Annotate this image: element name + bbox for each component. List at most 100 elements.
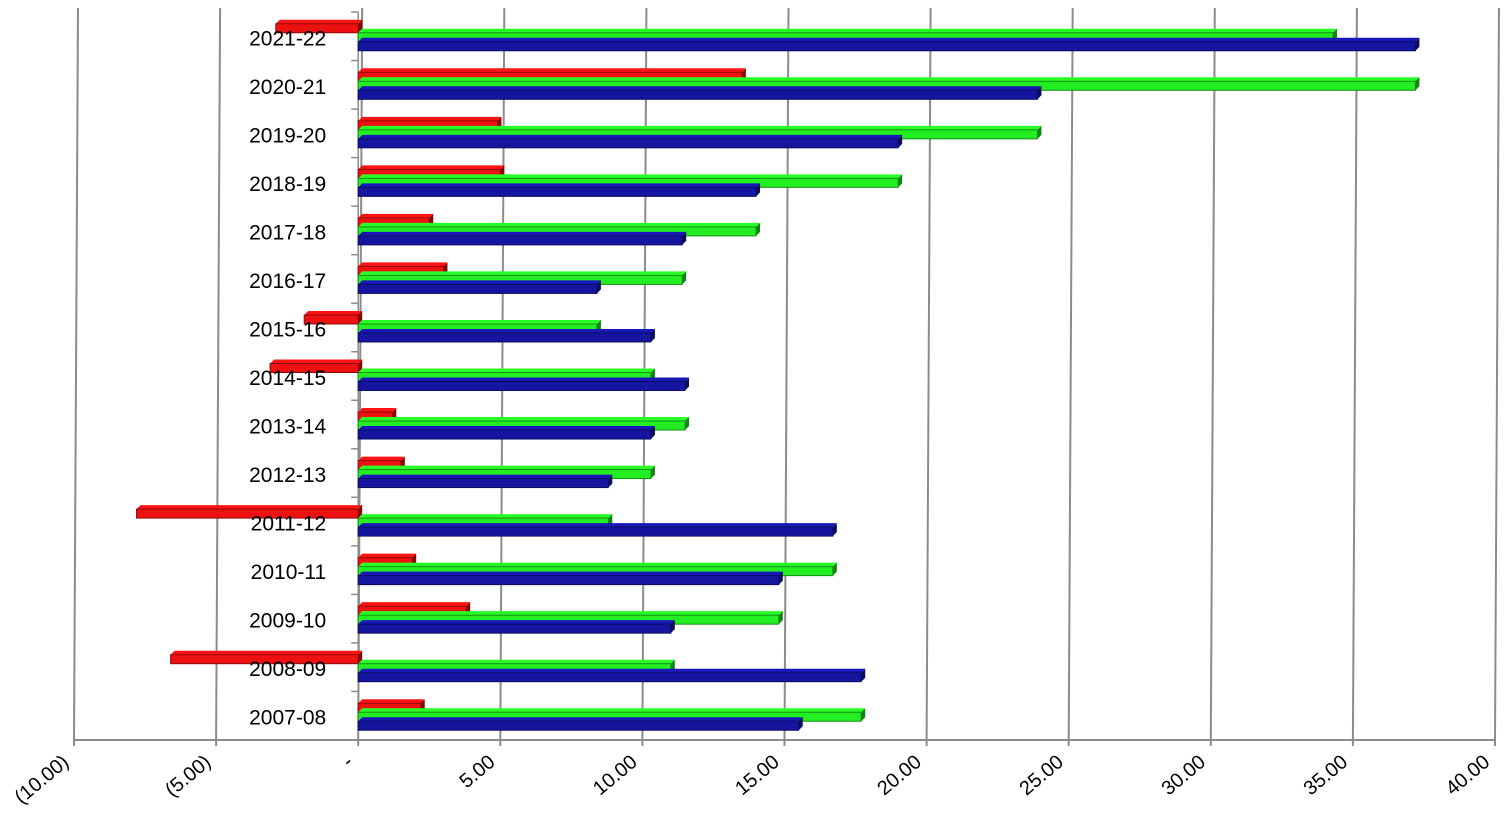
- bar-front-face: [275, 23, 359, 34]
- value-tick-label: 40.00: [1442, 751, 1494, 800]
- bar-side-face: [682, 231, 687, 245]
- category-label: 2008-09: [249, 658, 326, 681]
- bar-side-face: [650, 426, 655, 440]
- bar-2012-13-series-1: [357, 474, 613, 489]
- category-label: 2009-10: [249, 610, 326, 633]
- bar-side-face: [358, 310, 363, 324]
- bar-front-face: [357, 623, 672, 634]
- bar-top-face: [358, 377, 690, 382]
- category-label: 2010-11: [251, 561, 327, 584]
- bar-2008-09-series-3: [170, 650, 363, 665]
- bar-side-face: [778, 571, 783, 585]
- bar-front-face: [357, 89, 1038, 100]
- bar-side-face: [358, 19, 363, 33]
- bar-2015-16-series-1: [357, 328, 655, 343]
- bar-top-face: [358, 553, 417, 558]
- bar-top-face: [358, 213, 434, 218]
- bar-top-face: [358, 659, 675, 664]
- bar-2020-21-series-1: [357, 86, 1042, 100]
- bar-2014-15-series-1: [357, 377, 690, 391]
- bar-side-face: [358, 359, 363, 373]
- value-tick-label: 15.00: [731, 751, 783, 800]
- value-tick-label: (10.00): [11, 751, 74, 809]
- bar-top-face: [358, 562, 837, 567]
- bar-top-face: [358, 417, 690, 422]
- value-tick-label: -: [338, 751, 357, 772]
- category-label: 2016-17: [249, 270, 326, 293]
- category-label: 2017-18: [249, 221, 326, 244]
- bar-top-face: [358, 699, 425, 704]
- bar-2008-09-series-1: [357, 668, 866, 683]
- bar-side-face: [670, 620, 675, 634]
- bar-front-face: [357, 381, 686, 391]
- bar-top-face: [358, 165, 505, 170]
- gridline-8: [1209, 7, 1216, 741]
- bar-2021-22-series-2: [357, 28, 1338, 43]
- category-label: 2018-19: [249, 173, 326, 196]
- bar-top-face: [304, 310, 363, 315]
- bar-top-face: [358, 37, 1420, 42]
- bar-top-face: [358, 620, 675, 625]
- bar-2018-19-series-1: [357, 183, 761, 197]
- gridline-1: [215, 7, 222, 741]
- value-tick-label: 5.00: [456, 751, 500, 793]
- bar-2009-10-series-1: [357, 620, 675, 634]
- value-tick-label: (5.00): [161, 751, 215, 801]
- bar-side-face: [1415, 37, 1420, 51]
- bar-side-face: [756, 183, 761, 197]
- bar-top-face: [358, 28, 1338, 33]
- bar-front-face: [357, 283, 598, 294]
- bar-2014-15-series-3: [269, 359, 363, 373]
- bar-2011-12-series-1: [357, 523, 837, 537]
- bar-top-face: [358, 602, 471, 607]
- bar-front-face: [357, 429, 652, 440]
- category-label: 2014-15: [249, 367, 326, 390]
- bar-top-face: [358, 426, 655, 431]
- bar-front-face: [357, 720, 800, 731]
- bar-top-face: [358, 668, 866, 673]
- bar-front-face: [357, 235, 683, 246]
- bar-2018-19-series-3: [357, 165, 505, 179]
- bar-front-face: [136, 508, 359, 519]
- bar-side-face: [798, 717, 803, 731]
- bar-side-face: [1415, 77, 1420, 91]
- bar-2021-22-series-1: [357, 37, 1420, 52]
- bar-top-face: [170, 650, 363, 655]
- bar-top-face: [136, 505, 363, 510]
- bar-side-face: [685, 417, 690, 431]
- bar-top-face: [358, 319, 601, 324]
- bar-top-face: [358, 456, 405, 461]
- bar-side-face: [596, 280, 601, 294]
- bar-top-face: [358, 514, 613, 519]
- bar-side-face: [358, 650, 363, 664]
- bar-2013-14-series-3: [357, 408, 397, 422]
- bar-top-face: [358, 183, 761, 188]
- category-label: 2019-20: [249, 124, 326, 147]
- bar-top-face: [358, 231, 687, 236]
- bar-2016-17-series-1: [357, 280, 601, 294]
- gridline-7: [1067, 7, 1074, 741]
- bar-side-face: [358, 505, 363, 519]
- category-label: 2007-08: [249, 707, 326, 730]
- bar-side-face: [832, 523, 837, 537]
- bar-top-face: [358, 708, 866, 713]
- bar-top-face: [358, 174, 903, 179]
- bar-2008-09-series-2: [357, 659, 675, 674]
- bar-side-face: [682, 271, 687, 285]
- bar-side-face: [685, 377, 690, 391]
- gridline-9: [1351, 7, 1358, 741]
- bar-side-face: [861, 708, 866, 722]
- bar-top-face: [358, 465, 655, 470]
- category-label: 2013-14: [249, 416, 326, 439]
- bar-top-face: [358, 328, 655, 333]
- bar-top-face: [358, 125, 1042, 130]
- bar-side-face: [778, 611, 783, 625]
- category-label: 2012-13: [249, 464, 326, 487]
- gridline-6: [925, 7, 932, 741]
- bar-top-face: [358, 523, 837, 528]
- bar-top-face: [358, 68, 746, 73]
- bar-2013-14-series-1: [357, 426, 655, 440]
- bar-2015-16-series-2: [357, 319, 601, 334]
- category-label: 2015-16: [249, 318, 326, 341]
